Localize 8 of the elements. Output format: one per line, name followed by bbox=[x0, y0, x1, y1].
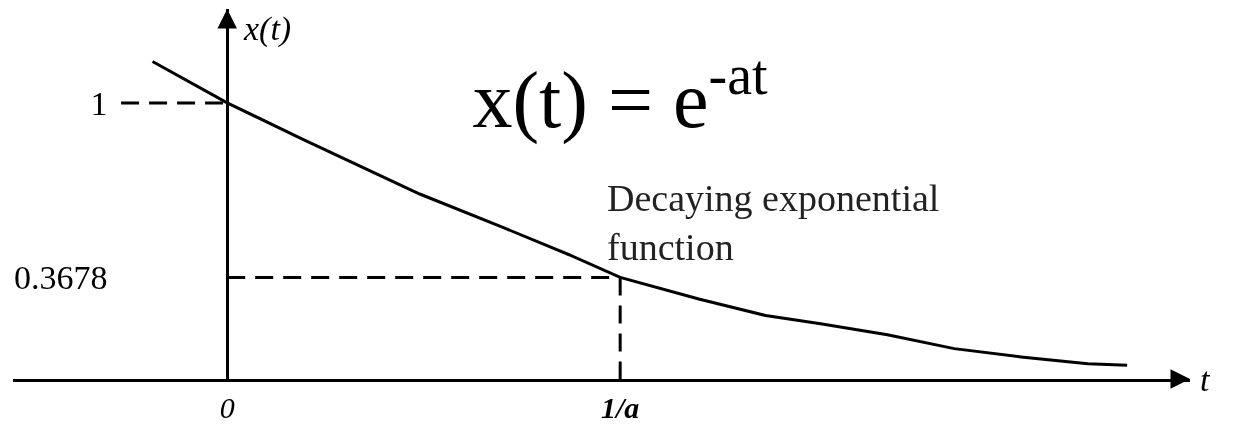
y-tick-label: 1 bbox=[90, 84, 108, 122]
annotation: Decaying exponential function bbox=[607, 177, 940, 269]
y-axis-title: x(t) bbox=[243, 10, 292, 48]
text: x(t) = e$^{-at}$ bbox=[472, 43, 769, 146]
x-tick-label: 0 bbox=[219, 391, 235, 424]
x-axis-title: t bbox=[1200, 361, 1211, 398]
x-tick-label: 1/a bbox=[601, 391, 640, 424]
y-tick-label: 0.3678 bbox=[13, 259, 108, 297]
